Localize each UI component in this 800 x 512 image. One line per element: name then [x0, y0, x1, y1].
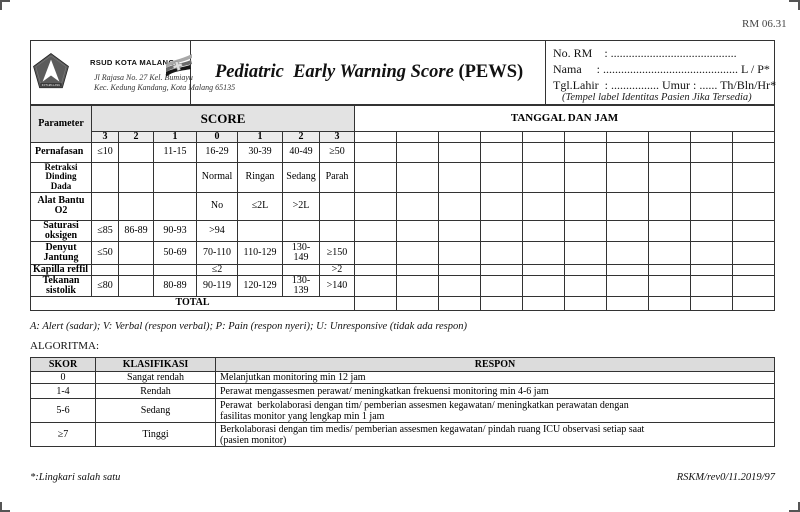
svg-text:KOTAMALANG: KOTAMALANG [42, 84, 60, 87]
